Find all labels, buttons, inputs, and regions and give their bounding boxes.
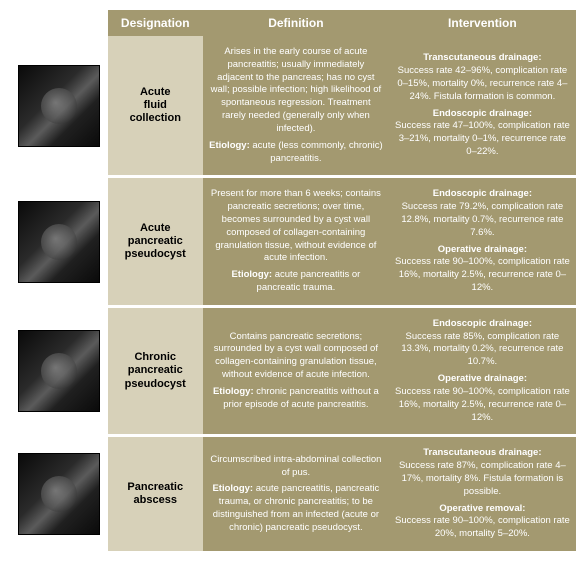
etiology-text: Etiology: acute (less commonly, chronic)… bbox=[209, 140, 383, 166]
definition-cell: Present for more than 6 weeks; contains … bbox=[203, 178, 389, 305]
intervention-block: Endoscopic drainage:Success rate 85%, co… bbox=[395, 318, 570, 369]
header-definition: Definition bbox=[203, 10, 389, 36]
intervention-block: Endoscopic drainage:Success rate 47–100%… bbox=[395, 108, 570, 159]
header-intervention: Intervention bbox=[389, 10, 576, 36]
etiology-text: Etiology: acute pancreatitis or pancreat… bbox=[209, 269, 383, 295]
definition-text: Circumscribed intra-abdominal collection… bbox=[209, 454, 383, 480]
ct-scan-image bbox=[18, 330, 100, 412]
definition-cell: Arises in the early course of acute panc… bbox=[203, 36, 389, 175]
intervention-block: Operative drainage:Success rate 90–100%,… bbox=[395, 373, 570, 424]
ct-scan-image bbox=[18, 453, 100, 535]
intervention-cell: Transcutaneous drainage:Success rate 87%… bbox=[389, 437, 576, 551]
header-designation: Designation bbox=[108, 10, 203, 36]
intervention-block: Transcutaneous drainage:Success rate 42–… bbox=[395, 52, 570, 103]
designation-cell: Acutepancreaticpseudocyst bbox=[108, 178, 203, 305]
definition-text: Contains pancreatic secretions; surround… bbox=[209, 331, 383, 382]
intervention-block: Endoscopic drainage:Success rate 79.2%, … bbox=[395, 188, 570, 239]
etiology-text: Etiology: acute pancreatitis, pancreatic… bbox=[209, 483, 383, 534]
ct-scan-image bbox=[18, 201, 100, 283]
pancreatic-collections-table: Designation Definition Intervention Acut… bbox=[10, 10, 576, 551]
intervention-cell: Transcutaneous drainage:Success rate 42–… bbox=[389, 36, 576, 175]
header-blank bbox=[10, 10, 108, 36]
ct-image-cell bbox=[10, 437, 108, 551]
table-row: AcutepancreaticpseudocystPresent for mor… bbox=[10, 178, 576, 305]
ct-image-cell bbox=[10, 178, 108, 305]
designation-cell: Pancreaticabscess bbox=[108, 437, 203, 551]
intervention-block: Operative drainage:Success rate 90–100%,… bbox=[395, 244, 570, 295]
definition-cell: Contains pancreatic secretions; surround… bbox=[203, 308, 389, 435]
ct-image-cell bbox=[10, 36, 108, 175]
intervention-block: Transcutaneous drainage:Success rate 87%… bbox=[395, 447, 570, 498]
table-row: PancreaticabscessCircumscribed intra-abd… bbox=[10, 437, 576, 551]
intervention-block: Operative removal:Success rate 90–100%, … bbox=[395, 503, 570, 541]
designation-cell: Chronicpancreaticpseudocyst bbox=[108, 308, 203, 435]
definition-text: Arises in the early course of acute panc… bbox=[209, 46, 383, 136]
definition-cell: Circumscribed intra-abdominal collection… bbox=[203, 437, 389, 551]
intervention-cell: Endoscopic drainage:Success rate 85%, co… bbox=[389, 308, 576, 435]
ct-scan-image bbox=[18, 65, 100, 147]
definition-text: Present for more than 6 weeks; contains … bbox=[209, 188, 383, 265]
designation-cell: Acutefluidcollection bbox=[108, 36, 203, 175]
etiology-text: Etiology: chronic pancreatitis without a… bbox=[209, 386, 383, 412]
table-row: AcutefluidcollectionArises in the early … bbox=[10, 36, 576, 175]
intervention-cell: Endoscopic drainage:Success rate 79.2%, … bbox=[389, 178, 576, 305]
ct-image-cell bbox=[10, 308, 108, 435]
table-header-row: Designation Definition Intervention bbox=[10, 10, 576, 36]
table-row: ChronicpancreaticpseudocystContains panc… bbox=[10, 308, 576, 435]
